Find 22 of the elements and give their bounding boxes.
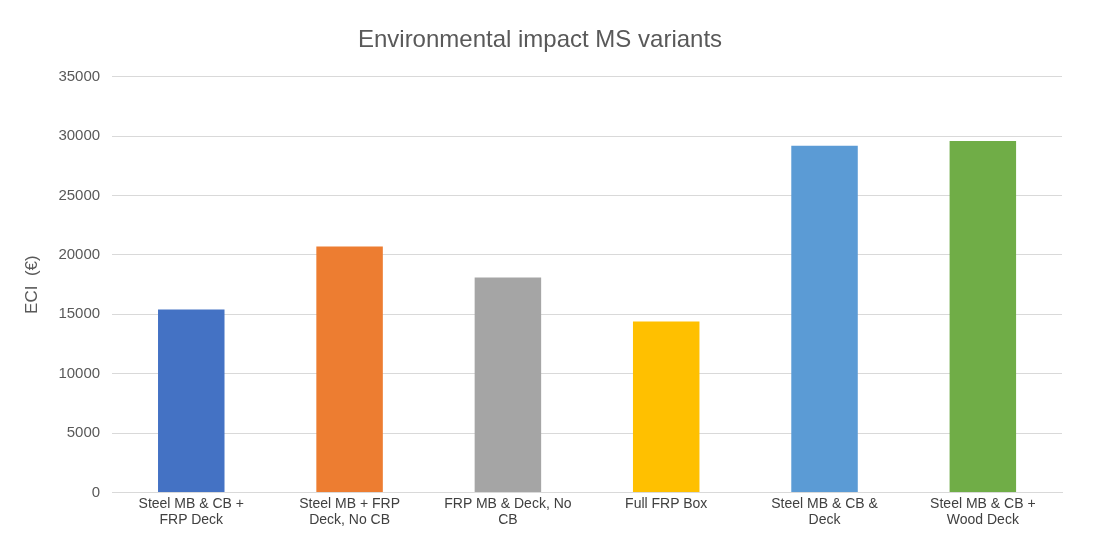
y-axis-title: ECI (€) — [21, 255, 41, 314]
bar — [316, 246, 383, 492]
chart-title: Environmental impact MS variants — [357, 25, 723, 53]
bar — [791, 145, 858, 492]
x-tick-label: Steel MB & CB & Deck — [771, 494, 879, 528]
y-tick-label: 25000 — [58, 185, 101, 203]
x-tick-label: Steel MB + FRP Deck, No CB — [299, 494, 400, 528]
x-tick-label: FRP MB & Deck, No CB — [444, 494, 572, 528]
bar — [158, 309, 225, 492]
bar — [949, 140, 1017, 492]
y-tick-label: 5000 — [66, 423, 101, 441]
y-tick-label: 30000 — [58, 126, 101, 144]
x-tick-label: Full FRP Box — [625, 494, 708, 511]
y-tick-label: 35000 — [58, 66, 101, 84]
y-tick-label: 10000 — [58, 363, 101, 381]
x-tick-label: Steel MB & CB + FRP Deck — [138, 494, 244, 528]
y-tick-label: 20000 — [58, 245, 101, 263]
bar — [474, 277, 542, 492]
x-tick-label: Steel MB & CB + Wood Deck — [930, 494, 1036, 528]
y-tick-label: 0 — [91, 482, 101, 500]
y-tick-label: 15000 — [58, 304, 101, 322]
bar — [632, 321, 700, 492]
